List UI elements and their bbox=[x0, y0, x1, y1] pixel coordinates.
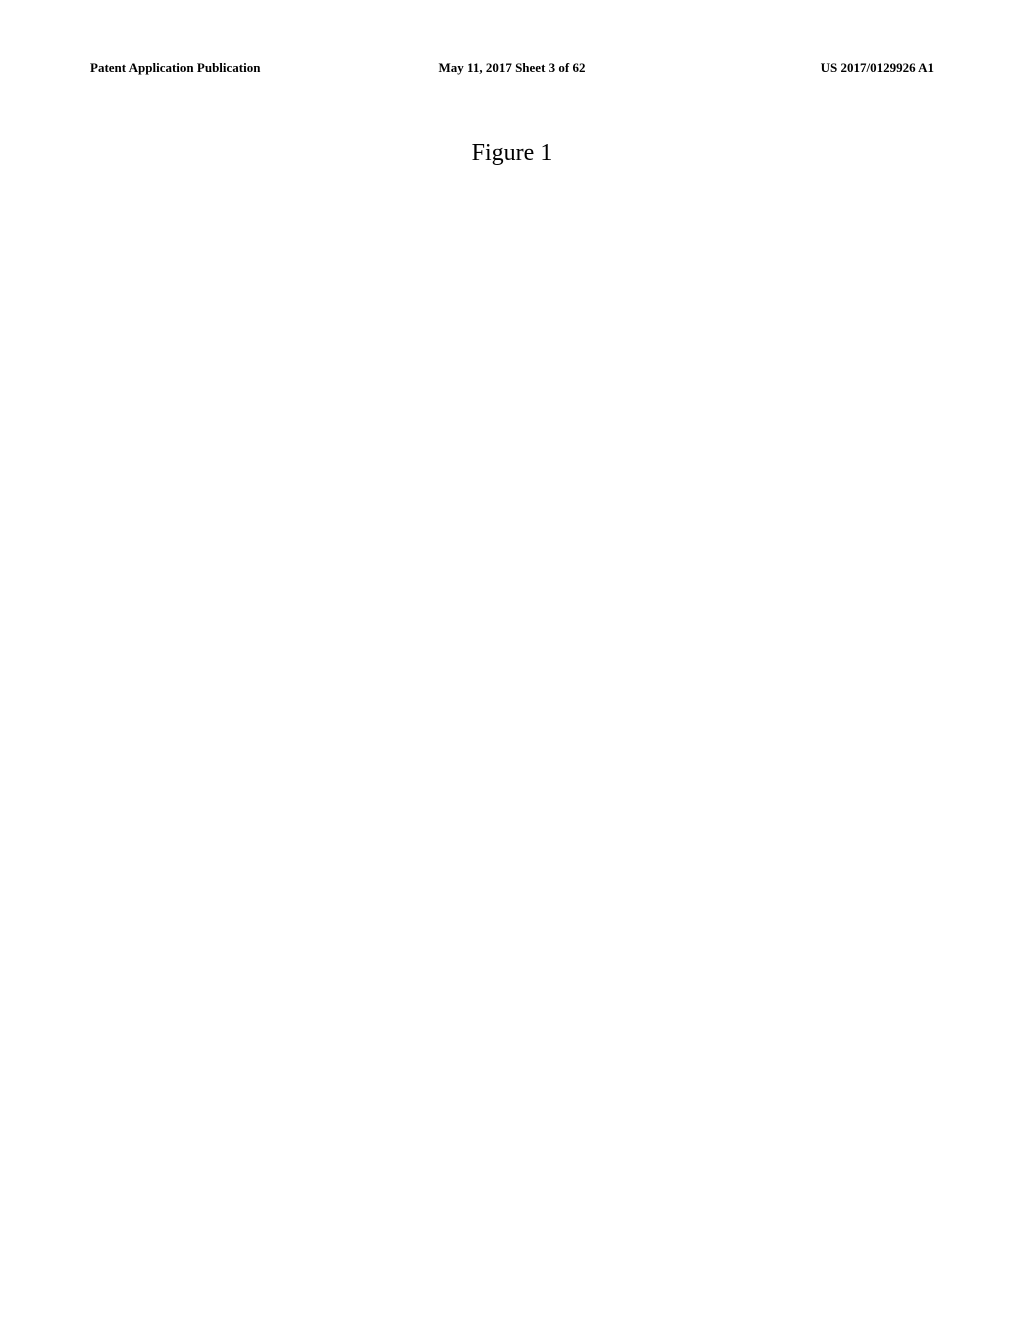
sequence-table-wrap: Designation Sequence SEQ ID NO z11881VDA… bbox=[766, 195, 1024, 796]
figure-title: Figure 1 bbox=[0, 140, 1024, 167]
page: Patent Application Publication May 11, 2… bbox=[0, 0, 1024, 1320]
header-right: US 2017/0129926 A1 bbox=[821, 60, 934, 76]
page-header: Patent Application Publication May 11, 2… bbox=[0, 60, 1024, 80]
